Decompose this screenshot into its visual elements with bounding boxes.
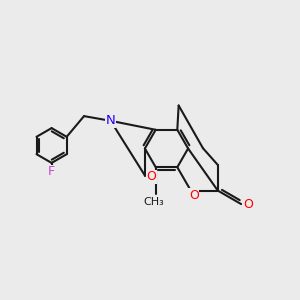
Text: O: O [147, 170, 156, 184]
Text: CH₃: CH₃ [144, 197, 165, 207]
Text: O: O [189, 189, 199, 202]
Text: O: O [243, 198, 253, 211]
Text: F: F [48, 165, 55, 178]
Text: N: N [106, 114, 116, 127]
